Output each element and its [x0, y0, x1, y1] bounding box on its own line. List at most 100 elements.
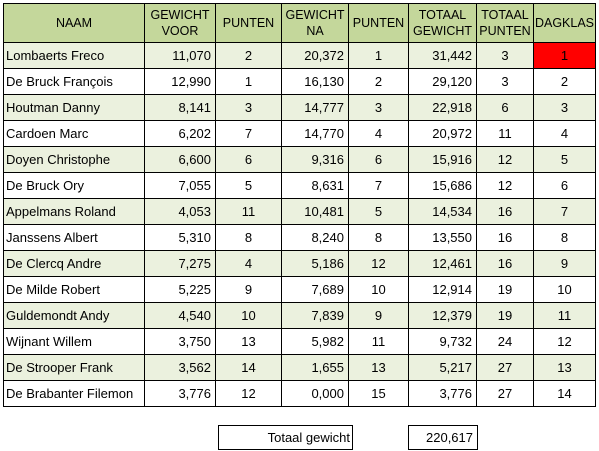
cell-gewicht-na: 0,000 — [281, 380, 349, 407]
cell-dagklas: 9 — [533, 250, 596, 277]
cell-punten-na: 11 — [348, 328, 409, 355]
cell-totaal-punten: 19 — [476, 276, 534, 303]
cell-totaal-gewicht: 12,461 — [408, 250, 477, 277]
cell-punten-na: 13 — [348, 354, 409, 381]
cell-punten-voor: 7 — [215, 120, 282, 147]
table-row: Janssens Albert 5,310 8 8,240 8 13,550 16 8 — [3, 224, 596, 251]
cell-punten-na: 8 — [348, 224, 409, 251]
cell-gewicht-voor: 8,141 — [144, 94, 216, 121]
cell-totaal-punten: 6 — [476, 94, 534, 121]
cell-gewicht-voor: 6,600 — [144, 146, 216, 173]
cell-punten-voor: 9 — [215, 276, 282, 303]
cell-dagklas: 12 — [533, 328, 596, 355]
cell-gewicht-na: 5,982 — [281, 328, 349, 355]
cell-punten-na: 12 — [348, 250, 409, 277]
table-row: Doyen Christophe 6,600 6 9,316 6 15,916 12 5 — [3, 146, 596, 173]
results-table: NAAM GEWICHT VOOR PUNTEN GEWICHT NA PUNT… — [3, 3, 596, 407]
total-label: Totaal gewicht — [267, 430, 350, 445]
table-row: De Brabanter Filemon 3,776 12 0,000 15 3,776 2… — [3, 380, 596, 407]
cell-gewicht-na: 14,770 — [281, 120, 349, 147]
cell-totaal-gewicht: 22,918 — [408, 94, 477, 121]
cell-naam: Cardoen Marc — [3, 120, 145, 147]
cell-gewicht-na: 10,481 — [281, 198, 349, 225]
cell-naam: Guldemondt Andy — [3, 302, 145, 329]
table-row: De Clercq Andre 7,275 4 5,186 12 12,461 16 9 — [3, 250, 596, 277]
table-row: Guldemondt Andy 4,540 10 7,839 9 12,379 19 11 — [3, 302, 596, 329]
cell-naam: De Bruck Ory — [3, 172, 145, 199]
cell-naam: De Bruck François — [3, 68, 145, 95]
cell-totaal-punten: 11 — [476, 120, 534, 147]
cell-totaal-punten: 27 — [476, 354, 534, 381]
cell-punten-na: 2 — [348, 68, 409, 95]
cell-totaal-gewicht: 15,686 — [408, 172, 477, 199]
cell-totaal-gewicht: 12,914 — [408, 276, 477, 303]
header-dagklas: DAGKLAS — [533, 3, 596, 43]
cell-totaal-gewicht: 15,916 — [408, 146, 477, 173]
cell-gewicht-na: 7,839 — [281, 302, 349, 329]
cell-gewicht-na: 20,372 — [281, 42, 349, 69]
cell-totaal-gewicht: 31,442 — [408, 42, 477, 69]
cell-punten-voor: 11 — [215, 198, 282, 225]
cell-punten-voor: 10 — [215, 302, 282, 329]
cell-totaal-punten: 24 — [476, 328, 534, 355]
cell-punten-voor: 13 — [215, 328, 282, 355]
cell-totaal-punten: 3 — [476, 42, 534, 69]
cell-totaal-punten: 12 — [476, 172, 534, 199]
header-totaal-gewicht: TOTAAL GEWICHT — [408, 3, 477, 43]
cell-dagklas: 10 — [533, 276, 596, 303]
header-naam: NAAM — [3, 3, 145, 43]
cell-totaal-gewicht: 12,379 — [408, 302, 477, 329]
total-value-box: 220,617 — [408, 425, 478, 450]
cell-punten-na: 4 — [348, 120, 409, 147]
cell-punten-voor: 14 — [215, 354, 282, 381]
cell-gewicht-na: 7,689 — [281, 276, 349, 303]
header-punten-na: PUNTEN — [348, 3, 409, 43]
cell-naam: Lombaerts Freco — [3, 42, 145, 69]
cell-totaal-gewicht: 5,217 — [408, 354, 477, 381]
cell-gewicht-na: 8,240 — [281, 224, 349, 251]
header-row: NAAM GEWICHT VOOR PUNTEN GEWICHT NA PUNT… — [3, 3, 596, 43]
header-gewicht-voor: GEWICHT VOOR — [144, 3, 216, 43]
cell-punten-na: 3 — [348, 94, 409, 121]
cell-punten-voor: 4 — [215, 250, 282, 277]
table-row: De Strooper Frank 3,562 14 1,655 13 5,217 27 13 — [3, 354, 596, 381]
header-punten-voor: PUNTEN — [215, 3, 282, 43]
cell-gewicht-voor: 7,275 — [144, 250, 216, 277]
cell-punten-na: 6 — [348, 146, 409, 173]
total-value: 220,617 — [426, 430, 473, 445]
cell-gewicht-voor: 5,225 — [144, 276, 216, 303]
cell-dagklas: 4 — [533, 120, 596, 147]
table-row: De Bruck Ory 7,055 5 8,631 7 15,686 12 6 — [3, 172, 596, 199]
cell-dagklas: 11 — [533, 302, 596, 329]
cell-totaal-punten: 16 — [476, 198, 534, 225]
cell-punten-na: 7 — [348, 172, 409, 199]
cell-punten-voor: 8 — [215, 224, 282, 251]
cell-gewicht-voor: 5,310 — [144, 224, 216, 251]
cell-naam: De Clercq Andre — [3, 250, 145, 277]
table-row: De Bruck François 12,990 1 16,130 2 29,120 3 2 — [3, 68, 596, 95]
table-row: Lombaerts Freco 11,070 2 20,372 1 31,442 3 1 — [3, 42, 596, 69]
cell-naam: De Milde Robert — [3, 276, 145, 303]
cell-naam: De Brabanter Filemon — [3, 380, 145, 407]
cell-dagklas: 7 — [533, 198, 596, 225]
total-label-box: Totaal gewicht — [218, 425, 353, 450]
table-row: De Milde Robert 5,225 9 7,689 10 12,914 19 10 — [3, 276, 596, 303]
cell-naam: De Strooper Frank — [3, 354, 145, 381]
cell-dagklas: 5 — [533, 146, 596, 173]
cell-punten-voor: 5 — [215, 172, 282, 199]
cell-gewicht-voor: 6,202 — [144, 120, 216, 147]
cell-gewicht-voor: 3,562 — [144, 354, 216, 381]
cell-gewicht-voor: 12,990 — [144, 68, 216, 95]
cell-totaal-gewicht: 13,550 — [408, 224, 477, 251]
cell-gewicht-voor: 3,776 — [144, 380, 216, 407]
table-row: Cardoen Marc 6,202 7 14,770 4 20,972 11 4 — [3, 120, 596, 147]
cell-naam: Doyen Christophe — [3, 146, 145, 173]
table-row: Houtman Danny 8,141 3 14,777 3 22,918 6 3 — [3, 94, 596, 121]
header-totaal-punten: TOTAAL PUNTEN — [476, 3, 534, 43]
cell-totaal-punten: 3 — [476, 68, 534, 95]
cell-punten-voor: 1 — [215, 68, 282, 95]
cell-dagklas: 14 — [533, 380, 596, 407]
cell-naam: Appelmans Roland — [3, 198, 145, 225]
cell-totaal-gewicht: 20,972 — [408, 120, 477, 147]
header-gewicht-na: GEWICHT NA — [281, 3, 349, 43]
